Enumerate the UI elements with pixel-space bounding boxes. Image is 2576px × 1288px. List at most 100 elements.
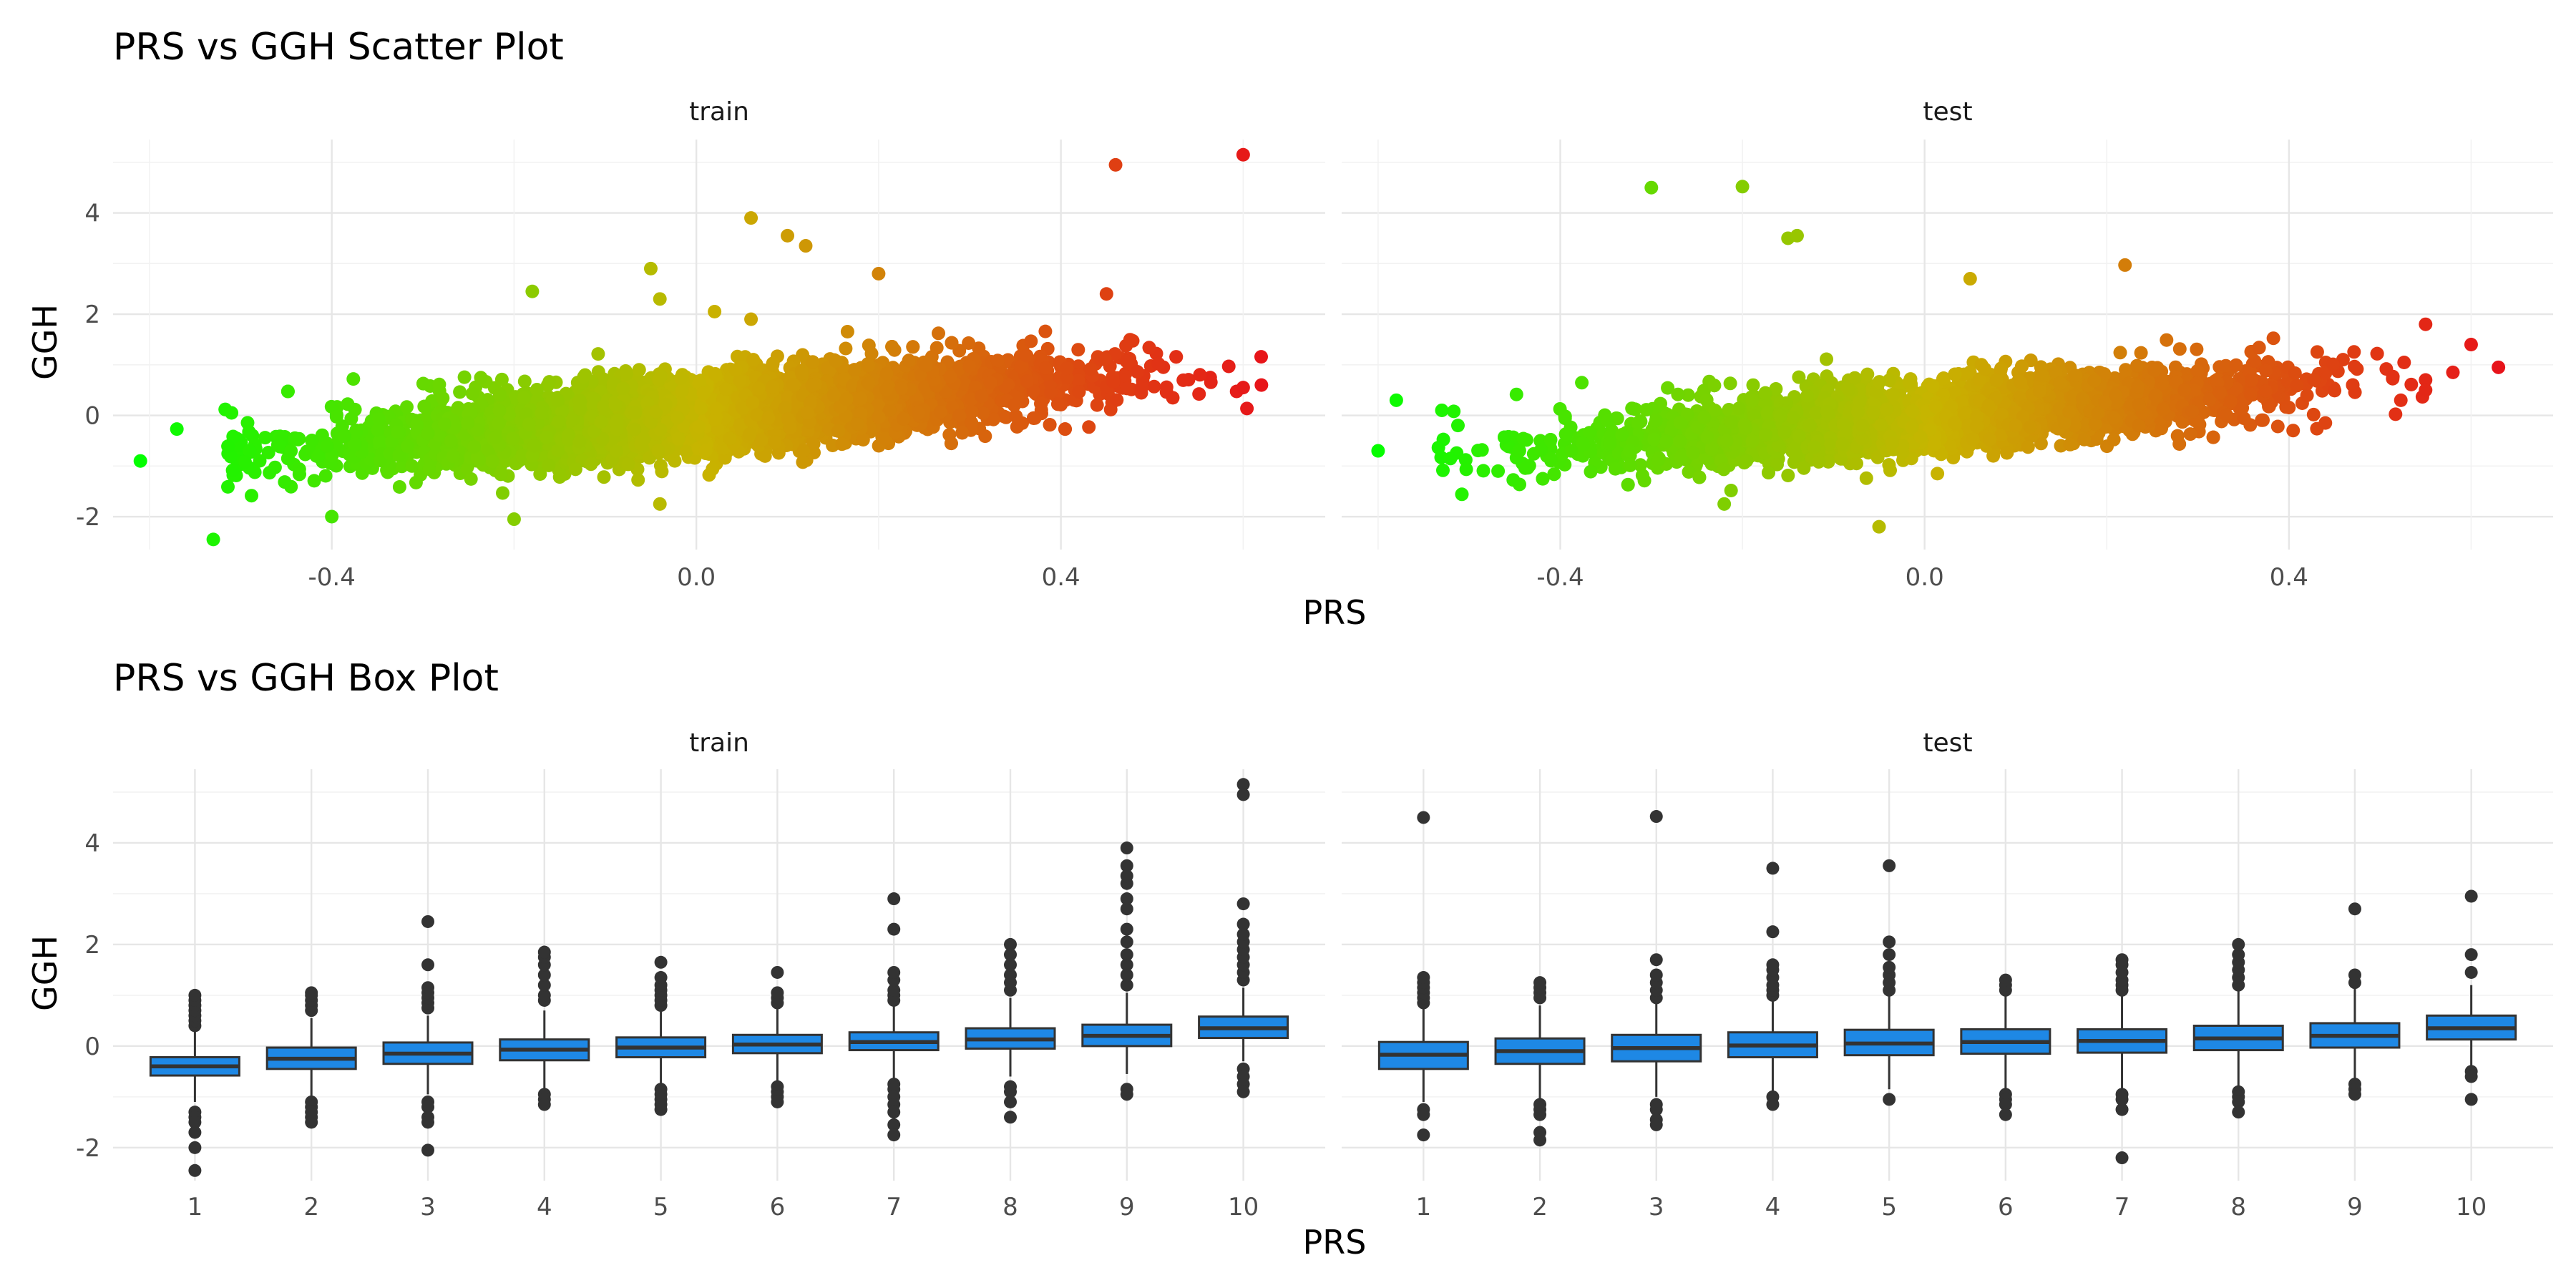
- scatter-point: [840, 325, 854, 338]
- scatter-point: [610, 444, 624, 458]
- scatter-point: [835, 437, 849, 452]
- scatter-point: [527, 439, 542, 453]
- scatter-point: [723, 431, 737, 446]
- scatter-point: [1039, 361, 1053, 375]
- scatter-point: [628, 406, 642, 420]
- scatter-point: [288, 431, 302, 445]
- scatter-point: [597, 470, 611, 484]
- scatter-point: [1024, 334, 1038, 348]
- scatter-point: [955, 426, 970, 440]
- scatter-point: [221, 479, 235, 494]
- scatter-point: [743, 427, 757, 441]
- scatter-point: [1051, 397, 1065, 411]
- scatter-point: [766, 379, 780, 394]
- scatter-point: [1120, 381, 1134, 396]
- scatter-point: [1098, 352, 1112, 366]
- scatter-point: [634, 437, 648, 452]
- scatter-point: [318, 469, 333, 483]
- scatter-point: [540, 430, 554, 444]
- scatter-point: [1169, 350, 1184, 364]
- scatter-point: [912, 406, 925, 420]
- scatter-point: [906, 340, 920, 354]
- scatter-grid: [113, 140, 2553, 550]
- scatter-point: [348, 425, 363, 439]
- scatter-point: [517, 374, 532, 389]
- scatter-point: [1038, 324, 1053, 338]
- scatter-point: [806, 355, 820, 369]
- scatter-point: [805, 379, 819, 393]
- scatter-point: [990, 353, 1005, 368]
- scatter-point: [679, 444, 693, 459]
- scatter-point: [1130, 365, 1144, 379]
- scatter-point: [1020, 348, 1034, 363]
- scatter-point: [965, 405, 979, 419]
- scatter-point: [839, 341, 853, 356]
- scatter-point: [702, 468, 716, 482]
- scatter-point: [436, 391, 450, 405]
- scatter-point: [485, 454, 499, 469]
- scatter-point: [1221, 359, 1236, 374]
- scatter-point: [1142, 341, 1156, 355]
- scatter-point: [952, 409, 967, 423]
- scatter-point: [474, 371, 488, 385]
- scatter-point: [675, 384, 689, 398]
- scatter-point: [446, 449, 460, 464]
- scatter-point: [885, 340, 899, 353]
- scatter-point: [409, 475, 423, 489]
- scatter-point: [1083, 362, 1098, 376]
- scatter-point: [1026, 411, 1040, 425]
- scatter-point: [856, 433, 870, 447]
- scatter-point: [826, 389, 841, 402]
- scatter-point: [348, 438, 362, 452]
- scatter-point: [437, 417, 452, 431]
- scatter-point: [238, 455, 252, 469]
- scatter-point: [1090, 398, 1104, 412]
- scatter-point: [975, 389, 989, 404]
- scatter-point: [1147, 379, 1161, 394]
- scatter-point: [962, 336, 976, 350]
- scatter-point: [978, 429, 992, 444]
- scatter-point: [457, 370, 472, 384]
- scatter-point: [552, 470, 567, 484]
- scatter-strip-test: test: [1923, 97, 1972, 127]
- scatter-point: [278, 475, 292, 489]
- scatter-point: [261, 446, 275, 459]
- scatter-point: [535, 406, 549, 420]
- scatter-strip-train: train: [689, 97, 749, 127]
- scatter-point: [839, 392, 854, 406]
- scatter-point: [694, 401, 708, 416]
- scatter-point: [932, 326, 945, 341]
- scatter-point: [1193, 368, 1207, 382]
- scatter-point: [1043, 418, 1057, 432]
- scatter-point: [1110, 393, 1124, 407]
- scatter-point: [1007, 398, 1021, 412]
- scatter-point: [945, 336, 959, 350]
- scatter-point: [542, 458, 556, 472]
- scatter-point: [432, 377, 447, 391]
- scatter-point: [292, 467, 306, 482]
- scatter-point: [902, 353, 916, 368]
- scatter-point: [1119, 354, 1133, 369]
- scatter-point: [492, 404, 507, 418]
- scatter-point: [829, 354, 843, 369]
- scatter-point: [930, 341, 944, 355]
- scatter-point: [1072, 385, 1086, 399]
- scatter-point: [416, 376, 430, 391]
- scatter-point: [1103, 402, 1118, 416]
- scatter-point: [344, 411, 358, 426]
- scatter-point: [879, 366, 894, 381]
- scatter-point: [1020, 374, 1034, 389]
- scatter-point: [568, 462, 582, 477]
- scatter-point: [417, 399, 431, 414]
- scatter-point: [796, 444, 811, 458]
- scatter-point: [831, 424, 846, 438]
- scatter-point: [1204, 375, 1218, 389]
- scatter-point: [1176, 373, 1191, 387]
- scatter-point: [608, 398, 623, 412]
- scatter-point: [597, 399, 611, 414]
- scatter-point: [861, 358, 875, 373]
- scatter-point: [728, 363, 743, 377]
- scatter-point: [1106, 375, 1121, 389]
- scatter-point: [400, 400, 414, 414]
- scatter-point: [795, 366, 809, 381]
